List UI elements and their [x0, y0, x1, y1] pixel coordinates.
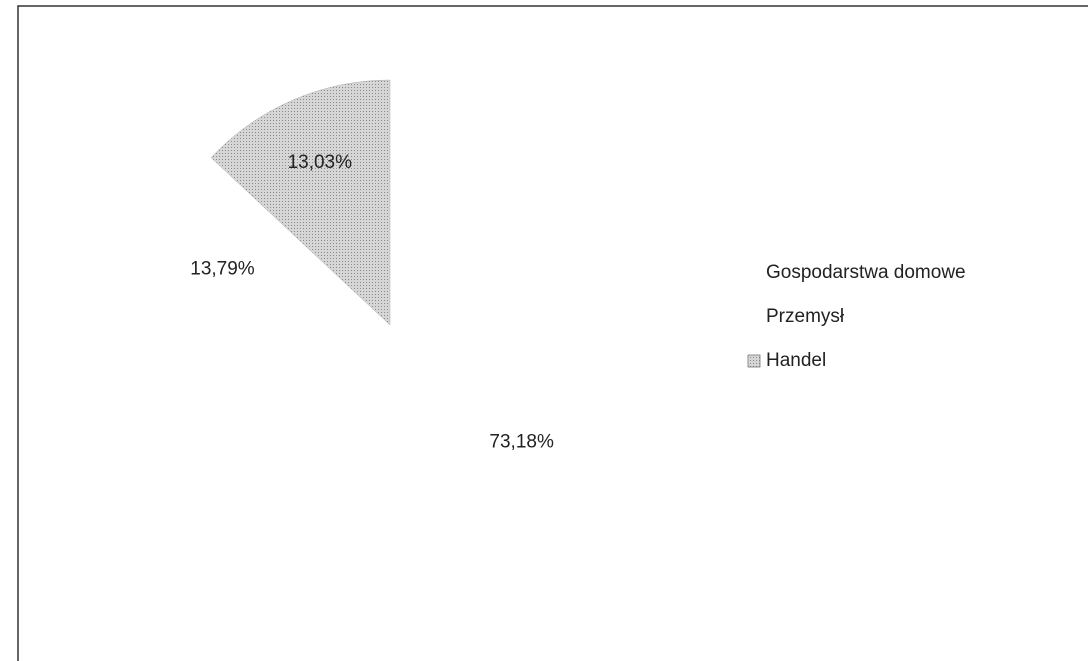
legend-swatch — [748, 267, 760, 279]
data-label: 73,18% — [489, 431, 554, 452]
pie-slice — [145, 157, 390, 353]
chart-frame — [17, 5, 1088, 661]
legend-swatch — [747, 354, 761, 368]
data-label: 13,03% — [288, 152, 353, 173]
pie-slice — [146, 80, 636, 570]
legend-swatch — [748, 311, 760, 323]
legend-label: Gospodarstwa domowe — [766, 262, 966, 283]
legend-label: Przemysł — [766, 306, 845, 327]
legend-label: Handel — [766, 350, 826, 371]
data-label: 13,79% — [190, 259, 255, 280]
pie-slice — [210, 79, 391, 326]
